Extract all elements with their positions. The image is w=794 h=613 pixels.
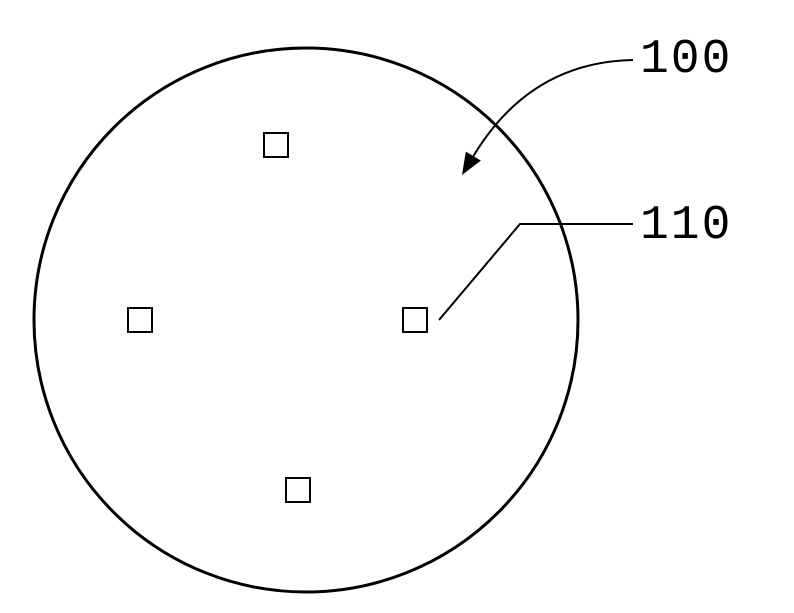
square-markers-group bbox=[128, 133, 427, 502]
leader-line-110 bbox=[439, 224, 633, 320]
square-marker bbox=[264, 133, 288, 157]
diagram-canvas: 100 110 bbox=[0, 0, 794, 613]
leader-line-100 bbox=[473, 60, 633, 156]
callout-100: 100 bbox=[462, 33, 732, 175]
main-circle bbox=[34, 48, 578, 592]
square-marker bbox=[128, 308, 152, 332]
square-marker bbox=[286, 478, 310, 502]
callout-110: 110 bbox=[439, 199, 732, 320]
arrowhead-icon bbox=[462, 152, 481, 175]
callout-label-100: 100 bbox=[640, 33, 732, 87]
square-marker bbox=[403, 308, 427, 332]
callout-label-110: 110 bbox=[640, 199, 732, 253]
